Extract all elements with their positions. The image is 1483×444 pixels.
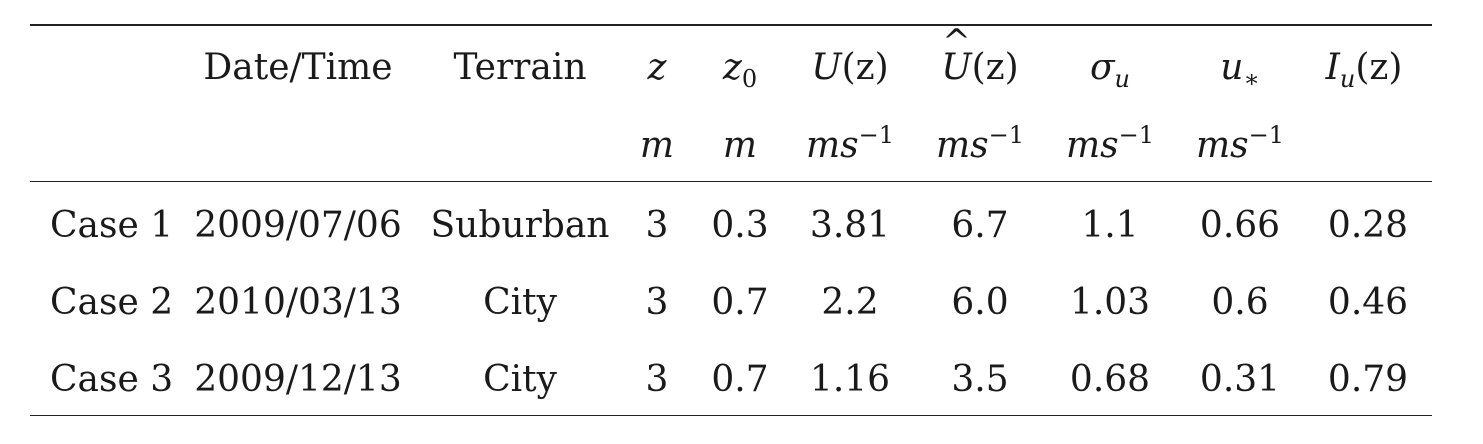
header-terrain: Terrain [453, 47, 587, 88]
top-rule [30, 24, 1432, 26]
row-2-z: 3 [645, 282, 669, 323]
header-rule [30, 181, 1432, 182]
row-2-u-star: 0.6 [1211, 282, 1269, 323]
row-1-I-u: 0.28 [1327, 205, 1409, 246]
header-sigma-u: σu [1089, 47, 1131, 93]
row-1-U: 3.81 [809, 205, 891, 246]
unit-U: ms−1 [805, 121, 895, 166]
row-3-U: 1.16 [809, 359, 891, 400]
row-2-I-u: 0.46 [1327, 282, 1409, 323]
row-3-I-u: 0.79 [1327, 359, 1409, 400]
row-2-case: Case 2 [50, 282, 174, 323]
unit-U-hat: ms−1 [935, 121, 1025, 166]
row-2-sigma-u: 1.03 [1069, 282, 1151, 323]
row-1-terrain: Suburban [430, 205, 610, 246]
bottom-rule [30, 415, 1432, 416]
header-U-hat: ^ U(z) [941, 22, 1019, 88]
header-z: z [647, 47, 667, 88]
row-2-date: 2010/03/13 [194, 282, 402, 323]
row-1-z0: 0.3 [711, 205, 769, 246]
unit-sigma-u: ms−1 [1065, 121, 1155, 166]
header-u-star: u∗ [1220, 47, 1260, 93]
row-1-u-star: 0.66 [1199, 205, 1281, 246]
row-1-date: 2009/07/06 [194, 205, 402, 246]
row-3-z0: 0.7 [711, 359, 769, 400]
row-3-case: Case 3 [50, 359, 174, 400]
header-U: U(z) [811, 47, 889, 88]
row-3-sigma-u: 0.68 [1069, 359, 1151, 400]
row-1-sigma-u: 1.1 [1081, 205, 1139, 246]
row-2-U-hat: 6.0 [951, 282, 1009, 323]
row-3-U-hat: 3.5 [951, 359, 1009, 400]
header-z0: z0 [722, 47, 758, 93]
row-2-z0: 0.7 [711, 282, 769, 323]
unit-z0: m [722, 125, 758, 166]
row-1-case: Case 1 [50, 205, 174, 246]
unit-u-star: ms−1 [1195, 121, 1285, 166]
row-3-z: 3 [645, 359, 669, 400]
unit-z: m [639, 125, 675, 166]
row-1-z: 3 [645, 205, 669, 246]
row-1-U-hat: 6.7 [951, 205, 1009, 246]
row-2-terrain: City [483, 282, 557, 323]
row-3-date: 2009/12/13 [194, 359, 402, 400]
row-2-U: 2.2 [821, 282, 879, 323]
row-3-u-star: 0.31 [1199, 359, 1281, 400]
header-date-time: Date/Time [203, 47, 393, 88]
row-3-terrain: City [483, 359, 557, 400]
header-I-u: Iu(z) [1325, 47, 1403, 93]
